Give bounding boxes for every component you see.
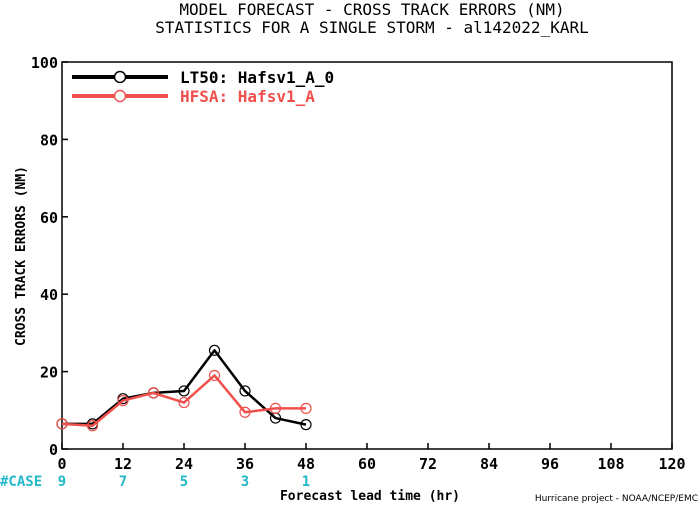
series-2-point: [117, 395, 129, 407]
y-tick-label: 40: [40, 286, 58, 304]
plot-frame: [61, 61, 673, 450]
series-2-point: [269, 402, 282, 414]
x-tick-label: 48: [297, 455, 315, 473]
case-count: 9: [58, 474, 66, 490]
x-tick-label: 120: [658, 455, 685, 473]
x-tick-label: 108: [597, 455, 624, 473]
series-2-point: [147, 387, 160, 399]
x-tick-label: 24: [175, 455, 193, 473]
y-tick-label: 60: [40, 209, 58, 227]
series-2-point: [178, 396, 190, 409]
x-axis-label: Forecast lead time (hr): [280, 489, 460, 504]
case-count: 7: [119, 474, 127, 490]
x-tick-label: 84: [480, 455, 498, 473]
case-count: 3: [241, 474, 249, 490]
chart-subtitle: STATISTICS FOR A SINGLE STORM - al142022…: [155, 18, 588, 37]
series-line-1: [62, 349, 307, 426]
y-tick-label: 20: [40, 364, 58, 382]
series-2-point: [86, 420, 99, 432]
y-tick-label: 100: [31, 54, 58, 72]
legend-marker-1: [113, 70, 127, 84]
legend-label-2: HFSA: Hafsv1_A: [180, 87, 315, 106]
series-2-point: [300, 402, 312, 414]
x-tick-label: 96: [541, 455, 559, 473]
series-1-point: [300, 419, 312, 431]
series-1-point: [178, 385, 190, 397]
legend-marker-2: [113, 89, 127, 103]
y-tick-label: 80: [40, 131, 58, 149]
y-axis-label: CROSS TRACK ERRORS (NM): [14, 166, 29, 346]
legend-label-1: LT50: Hafsv1_A_0: [180, 68, 334, 87]
case-label: #CASE: [0, 474, 42, 490]
series-1-point: [208, 344, 221, 356]
x-tick-label: 36: [236, 455, 254, 473]
case-count: 5: [180, 474, 188, 490]
x-tick-label: 0: [57, 455, 66, 473]
chart-title: MODEL FORECAST - CROSS TRACK ERRORS (NM): [179, 0, 564, 19]
series-line-2: [61, 374, 306, 428]
case-count: 1: [302, 474, 310, 490]
series-2-point: [56, 418, 68, 430]
x-tick-label: 72: [419, 455, 437, 473]
series-2-point: [208, 369, 221, 382]
credit-text: Hurricane project - NOAA/NCEP/EMC: [535, 494, 698, 504]
x-tick-label: 60: [358, 455, 376, 473]
x-tick-label: 12: [114, 455, 132, 473]
series-2-point: [239, 406, 251, 418]
y-tick-label: 0: [49, 441, 58, 459]
series-1-point: [239, 385, 251, 397]
